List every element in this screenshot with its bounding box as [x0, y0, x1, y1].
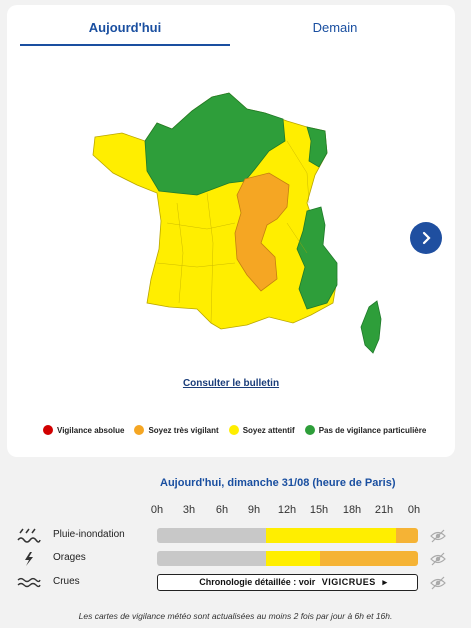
legend-item-orange: Soyez très vigilant	[134, 425, 219, 435]
map-region-green-north	[144, 92, 286, 196]
timeline-segment	[265, 528, 397, 543]
chevron-right-icon	[422, 231, 431, 245]
france-vigilance-map[interactable]	[7, 53, 455, 373]
map-region-corsica	[360, 300, 382, 354]
arrow-right-icon: ▸	[382, 577, 387, 587]
map-legend: Vigilance absolue Soyez très vigilant So…	[43, 425, 426, 435]
hour-label: 3h	[182, 504, 196, 516]
hour-label: 21h	[374, 504, 394, 516]
timeline-title: Aujourd'hui, dimanche 31/08 (heure de Pa…	[160, 477, 396, 489]
legend-item-yellow: Soyez attentif	[228, 425, 295, 435]
hour-axis: 0h 3h 6h 9h 12h 15h 18h 21h 0h	[0, 504, 471, 518]
day-tabs: Aujourd'hui Demain	[20, 11, 440, 46]
yellow-dot-icon	[228, 425, 239, 435]
green-dot-icon	[304, 425, 315, 435]
tab-tomorrow[interactable]: Demain	[312, 20, 358, 35]
hour-label: 18h	[342, 504, 362, 516]
next-map-button[interactable]	[410, 222, 442, 254]
timeline-segment	[396, 528, 418, 543]
lightning-icon	[25, 552, 33, 566]
row-label: Crues	[53, 576, 80, 587]
legend-label: Vigilance absolue	[57, 425, 125, 435]
timeline-row-rain: Pluie-inondation	[0, 527, 471, 545]
timeline-row-flood: Crues Chronologie détaillée : voir VIGIC…	[0, 574, 471, 592]
hide-eye-icon[interactable]	[430, 552, 446, 566]
timeline-row-storm: Orages	[0, 550, 471, 568]
storm-timeline-bar	[157, 551, 418, 566]
map-region-orange-center	[234, 172, 290, 292]
legend-item-green: Pas de vigilance particulière	[304, 425, 427, 435]
timeline-segment	[265, 551, 321, 566]
timeline-segment	[157, 551, 266, 566]
legend-label: Pas de vigilance particulière	[318, 425, 427, 435]
hour-label: 6h	[215, 504, 229, 516]
timeline-segment	[157, 528, 266, 543]
rain-flood-icon	[17, 528, 41, 543]
row-label: Pluie-inondation	[53, 529, 125, 540]
hour-label: 0h	[150, 504, 164, 516]
bulletin-link[interactable]: Consulter le bulletin	[182, 378, 280, 389]
tab-today[interactable]: Aujourd'hui	[20, 11, 230, 46]
hour-label: 12h	[277, 504, 297, 516]
hide-eye-icon[interactable]	[430, 529, 446, 543]
hour-label: 0h	[407, 504, 421, 516]
vigilance-card: Aujourd'hui Demain Consulter le bulletin	[7, 5, 455, 457]
waves-icon	[17, 577, 41, 588]
hour-label: 9h	[247, 504, 261, 516]
vigicrues-link[interactable]: Chronologie détaillée : voir VIGICRUES ▸	[157, 574, 418, 591]
chrono-text: Chronologie détaillée : voir	[199, 577, 316, 587]
footer-note: Les cartes de vigilance météo sont actua…	[78, 611, 393, 621]
legend-label: Soyez très vigilant	[148, 425, 219, 435]
rain-timeline-bar	[157, 528, 418, 543]
legend-item-red: Vigilance absolue	[43, 425, 124, 435]
vigicrues-brand: VIGICRUES	[321, 577, 376, 587]
hide-eye-icon[interactable]	[430, 576, 446, 590]
legend-label: Soyez attentif	[242, 425, 295, 435]
hour-label: 15h	[309, 504, 329, 516]
red-dot-icon	[43, 425, 53, 435]
row-label: Orages	[53, 552, 86, 563]
map-region-green-east	[306, 126, 328, 168]
orange-dot-icon	[134, 425, 145, 435]
timeline-segment	[320, 551, 418, 566]
map-region-green-alps	[296, 206, 338, 310]
